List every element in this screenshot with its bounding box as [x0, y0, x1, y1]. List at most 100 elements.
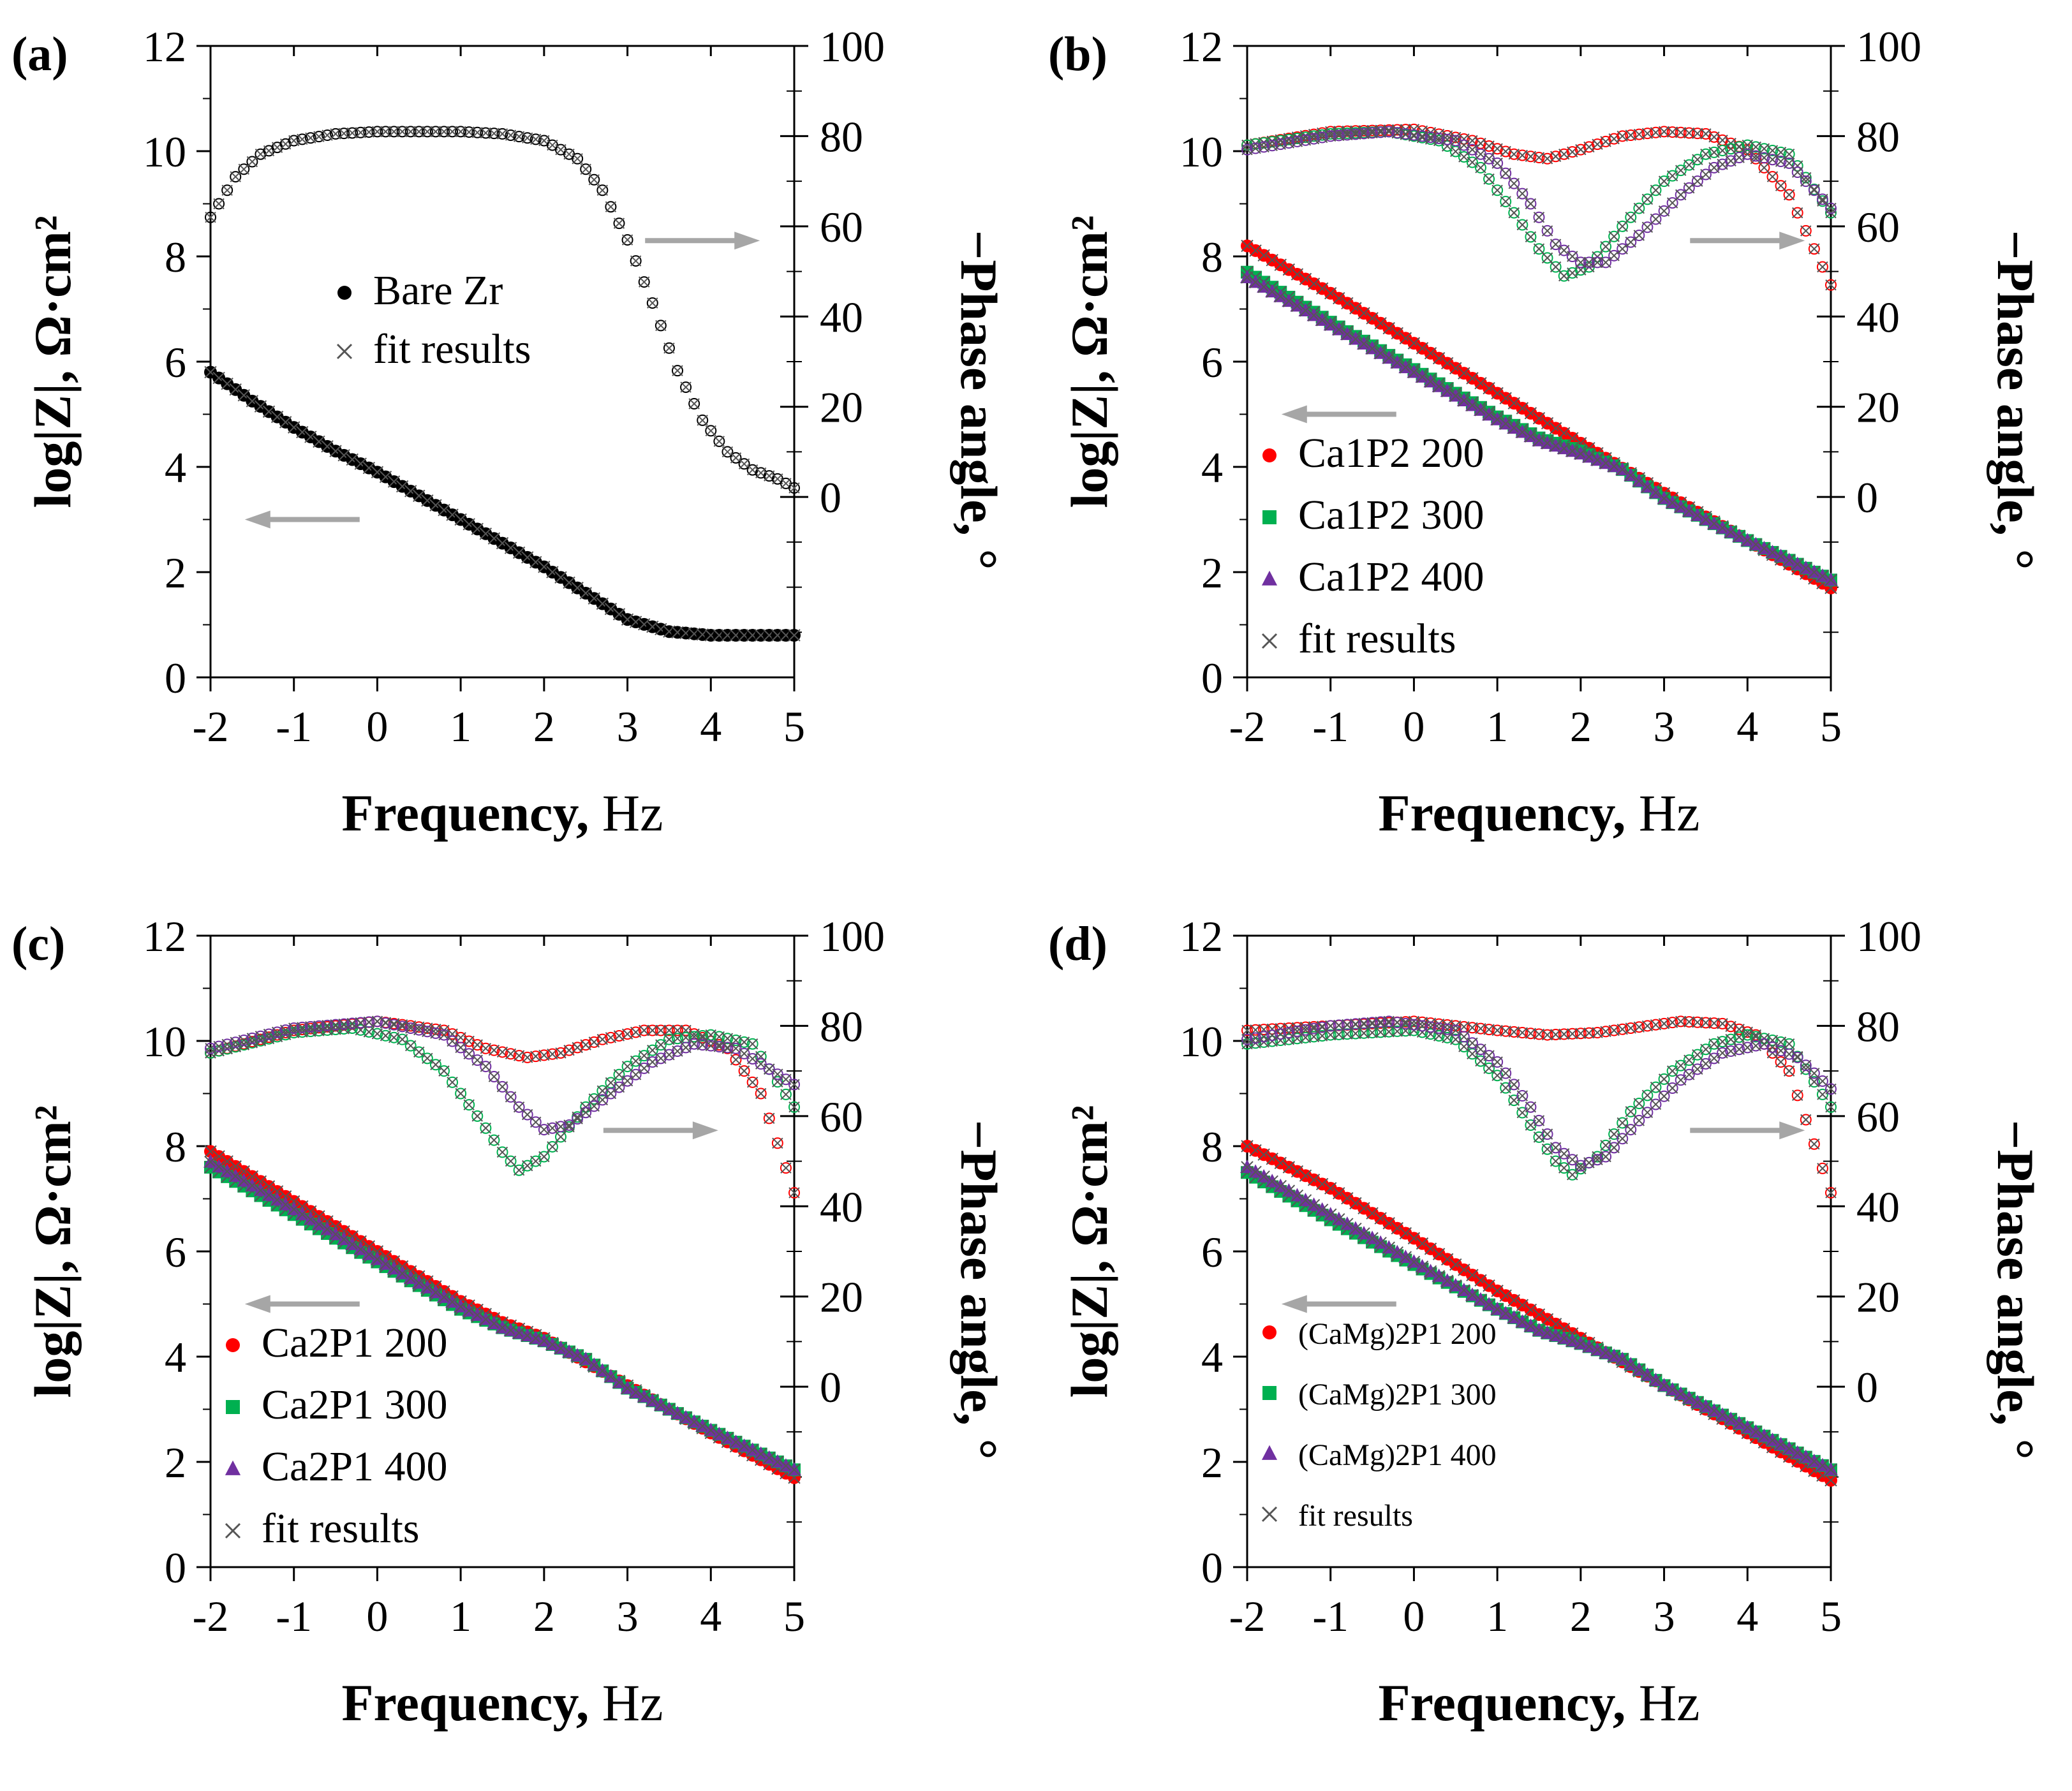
modulus-point	[1615, 462, 1630, 476]
phase-point	[1800, 1059, 1812, 1072]
modulus-fit-mark	[1641, 1369, 1654, 1382]
phase-fit-mark	[1684, 127, 1695, 139]
modulus-fit-mark	[487, 1317, 501, 1330]
phase-point	[1375, 1016, 1387, 1028]
phase-point	[505, 1048, 517, 1060]
phase-point	[1825, 279, 1837, 291]
modulus-fit-mark	[1524, 1320, 1537, 1332]
phase-point	[1508, 207, 1520, 219]
phase-fit-mark	[1558, 1028, 1570, 1040]
legend-entry: Ca1P2 200	[1262, 430, 1484, 476]
modulus-point	[737, 1438, 751, 1452]
phase-point	[1658, 1017, 1670, 1029]
y2-tick-label: 20	[820, 383, 863, 432]
phase-point	[1675, 189, 1687, 201]
legend-label: fit results	[373, 326, 531, 372]
phase-fit-mark	[1358, 1028, 1370, 1039]
modulus-fit-mark	[638, 1390, 651, 1403]
phase-fit-mark	[346, 127, 358, 139]
modulus-point	[1732, 1415, 1747, 1429]
phase-point	[730, 1042, 742, 1054]
phase-point	[596, 184, 609, 196]
phase-point	[1491, 1024, 1504, 1036]
phase-point	[205, 211, 216, 223]
modulus-point	[1581, 449, 1596, 463]
phase-point	[1617, 1023, 1629, 1035]
modulus-fit-mark	[604, 1370, 618, 1383]
phase-point	[1491, 157, 1504, 169]
phase-point	[1483, 1050, 1495, 1062]
phase-point	[1800, 175, 1812, 188]
phase-point	[1617, 1133, 1629, 1145]
y-tick-label: 2	[1201, 549, 1223, 597]
phase-point	[1683, 127, 1695, 139]
phase-fit-mark	[1342, 1028, 1353, 1040]
y-axis-title-left: log|Z|, Ω·cm²	[24, 1105, 82, 1398]
modulus-fit-mark	[1449, 389, 1462, 402]
legend-label: (CaMg)2P1 400	[1298, 1438, 1497, 1472]
modulus-point	[295, 1206, 309, 1220]
panel-label: (b)	[1048, 27, 1107, 81]
modulus-point	[1715, 1407, 1730, 1421]
phase-point	[1742, 1042, 1754, 1054]
phase-point	[1391, 1025, 1403, 1037]
modulus-point	[1248, 1164, 1263, 1178]
phase-point	[621, 1061, 633, 1073]
phase-fit-mark	[1617, 221, 1628, 232]
phase-point	[1358, 128, 1370, 140]
y-tick-label: 8	[1201, 1123, 1223, 1171]
modulus-fit-mark	[1624, 469, 1637, 482]
modulus-fit-mark	[1249, 276, 1262, 289]
y2-tick-label: 20	[820, 1273, 863, 1322]
direction-arrow-head	[1281, 1295, 1307, 1313]
phase-point	[355, 126, 367, 138]
phase-point	[1675, 1074, 1687, 1086]
phase-point	[1400, 128, 1412, 140]
phase-point	[404, 1040, 417, 1052]
phase-fit-mark	[1608, 1142, 1620, 1154]
phase-point	[1625, 236, 1637, 248]
phase-point	[1533, 1028, 1545, 1040]
modulus-fit-mark	[579, 1353, 592, 1366]
phase-fit-mark	[413, 126, 425, 138]
modulus-point	[1532, 432, 1546, 446]
modulus-fit-mark	[1791, 1447, 1804, 1459]
phase-point	[1275, 138, 1287, 151]
y2-tick-label: 60	[820, 203, 863, 251]
y-tick-label: 6	[165, 1228, 186, 1276]
modulus-point	[1398, 1249, 1413, 1264]
legend-marker	[1261, 1445, 1278, 1460]
phase-point	[646, 1024, 658, 1036]
modulus-fit-mark	[1399, 1251, 1412, 1264]
modulus-fit-mark	[1741, 1421, 1754, 1434]
phase-fit-mark	[1617, 1133, 1628, 1144]
phase-point	[1742, 1029, 1754, 1041]
phase-point	[346, 127, 359, 139]
phase-point	[496, 128, 508, 140]
phase-point	[1516, 1027, 1528, 1039]
modulus-point	[1790, 1445, 1805, 1459]
modulus-fit-mark	[279, 1198, 292, 1211]
modulus-point	[1740, 1420, 1755, 1434]
phase-fit-mark	[330, 128, 341, 140]
modulus-fit-mark	[729, 1436, 743, 1448]
x-tick-label: 5	[783, 702, 805, 751]
modulus-point	[1323, 1207, 1338, 1221]
phase-fit-mark	[1525, 231, 1537, 243]
phase-fit-mark	[596, 184, 609, 196]
direction-arrow-head	[1779, 1121, 1805, 1140]
modulus-fit-mark	[721, 1432, 734, 1445]
phase-point	[1550, 1155, 1562, 1167]
phase-point	[1566, 1154, 1578, 1166]
phase-point	[1316, 1021, 1328, 1033]
phase-point	[1366, 127, 1379, 139]
phase-point	[1600, 1151, 1612, 1163]
y-axis-title-left: log|Z|, Ω·cm²	[24, 216, 82, 508]
y-tick-label: 0	[165, 654, 186, 702]
phase-point	[1316, 131, 1328, 144]
modulus-fit-mark	[688, 1415, 700, 1429]
legend-entry: fit results	[336, 326, 531, 372]
direction-arrow-head	[244, 1295, 270, 1313]
phase-point	[730, 1054, 742, 1066]
modulus-point	[245, 1177, 260, 1191]
